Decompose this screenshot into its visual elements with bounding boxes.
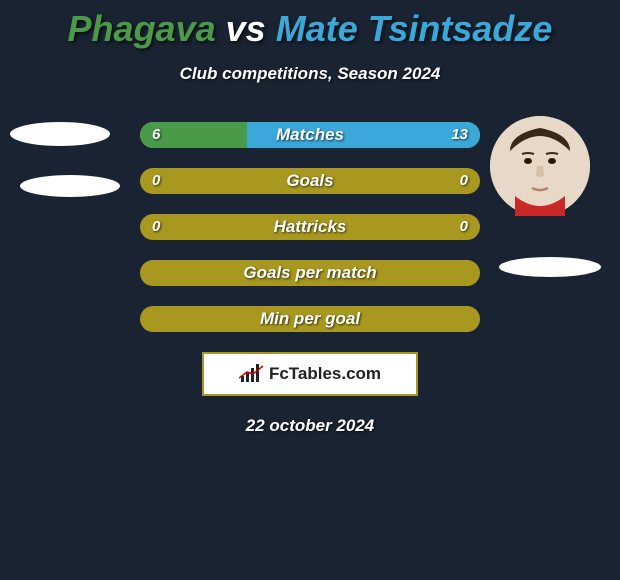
avatar-left-oval-2 <box>20 175 120 197</box>
bar-label: Matches <box>140 122 480 148</box>
stat-bar: 00Goals <box>140 168 480 194</box>
date-text: 22 october 2024 <box>0 416 620 436</box>
player2-name: Mate Tsintsadze <box>276 8 553 49</box>
player1-name: Phagava <box>68 8 216 49</box>
player2-face-icon <box>490 116 590 216</box>
bar-label: Hattricks <box>140 214 480 240</box>
bar-label: Goals <box>140 168 480 194</box>
brand-text: FcTables.com <box>269 364 381 384</box>
stat-bar: 613Matches <box>140 122 480 148</box>
stat-bar: 00Hattricks <box>140 214 480 240</box>
bar-label: Min per goal <box>140 306 480 332</box>
brand-box: FcTables.com <box>202 352 418 396</box>
bar-label: Goals per match <box>140 260 480 286</box>
page-title: Phagava vs Mate Tsintsadze <box>0 0 620 50</box>
avatar-right-oval-2 <box>499 257 601 277</box>
chart-icon <box>239 364 265 384</box>
comparison-content: 613Matches 00Goals 00Hattricks Goals per ma… <box>0 122 620 436</box>
subtitle: Club competitions, Season 2024 <box>0 64 620 84</box>
stat-bars: 613Matches 00Goals 00Hattricks Goals per ma… <box>140 122 480 332</box>
vs-text: vs <box>226 8 266 49</box>
stat-bar: Min per goal <box>140 306 480 332</box>
stat-bar: Goals per match <box>140 260 480 286</box>
avatar-left-oval-1 <box>10 122 110 146</box>
avatar-right <box>490 116 590 216</box>
